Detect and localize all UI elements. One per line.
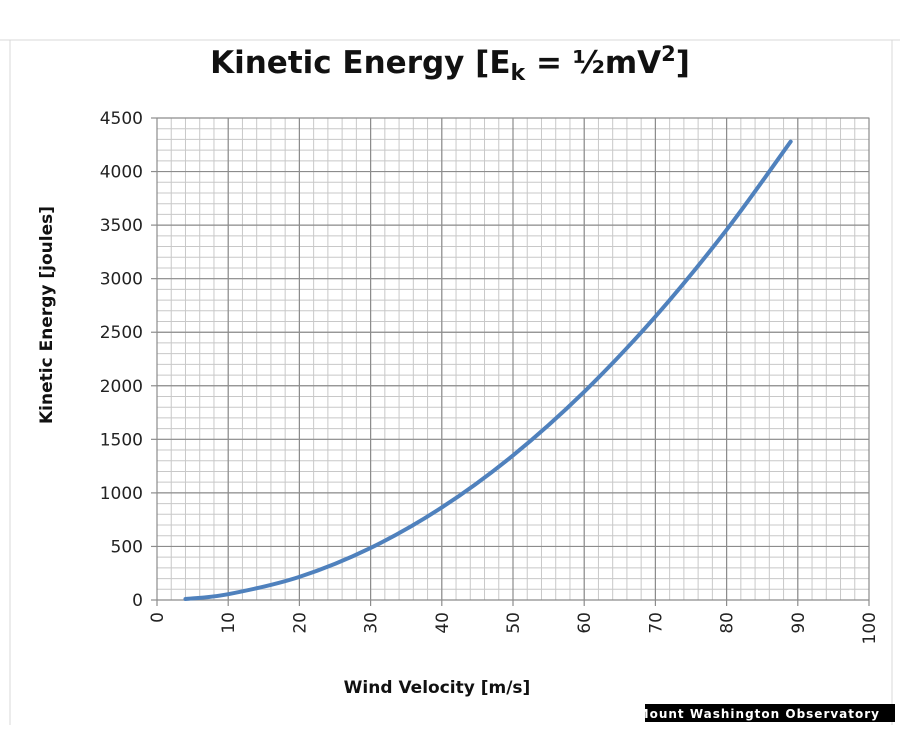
chart-title-subscript: k bbox=[511, 61, 527, 86]
y-tick-label: 500 bbox=[111, 537, 143, 557]
y-tick-label: 2000 bbox=[100, 377, 143, 397]
x-axis-ticks: 0 10 20 30 40 50 60 70 80 90 100 bbox=[148, 600, 880, 644]
chart-title-end: ] bbox=[676, 45, 690, 81]
x-tick-label: 80 bbox=[718, 612, 738, 634]
chart-title-middle: = ½mV bbox=[525, 45, 661, 81]
x-tick-label: 20 bbox=[290, 612, 310, 634]
kinetic-energy-series-line bbox=[183, 139, 793, 602]
chart-title-main: Kinetic Energy [E bbox=[210, 45, 510, 81]
x-tick-label: 30 bbox=[362, 612, 382, 634]
x-tick-label: 50 bbox=[504, 612, 524, 634]
y-tick-label: 0 bbox=[132, 591, 143, 611]
y-tick-label: 3500 bbox=[100, 216, 143, 236]
y-axis-ticks: 0 500 1000 1500 2000 2500 3000 3500 4000 4500 bbox=[100, 109, 157, 611]
y-tick-label: 4500 bbox=[100, 109, 143, 129]
x-tick-label: 40 bbox=[433, 612, 453, 634]
watermark-text: Mount Washington Observatory bbox=[637, 707, 880, 721]
y-axis-title: Kinetic Energy [joules] bbox=[37, 206, 57, 424]
chart-title-superscript: 2 bbox=[661, 42, 676, 66]
y-tick-label: 3000 bbox=[100, 270, 143, 290]
x-axis-title: Wind Velocity [m/s] bbox=[344, 678, 531, 698]
x-tick-label: 10 bbox=[219, 612, 239, 634]
chart-title: Kinetic Energy [Ek = ½mV2] bbox=[210, 42, 690, 86]
x-tick-label: 100 bbox=[860, 612, 880, 644]
y-tick-label: 1500 bbox=[100, 430, 143, 450]
y-tick-label: 2500 bbox=[100, 323, 143, 343]
y-tick-label: 1000 bbox=[100, 484, 143, 504]
x-tick-label: 90 bbox=[789, 612, 809, 634]
y-tick-label: 4000 bbox=[100, 163, 143, 183]
x-tick-label: 70 bbox=[646, 612, 666, 634]
watermark-band bbox=[645, 704, 895, 722]
x-tick-label: 0 bbox=[148, 612, 168, 623]
x-tick-label: 60 bbox=[575, 612, 595, 634]
